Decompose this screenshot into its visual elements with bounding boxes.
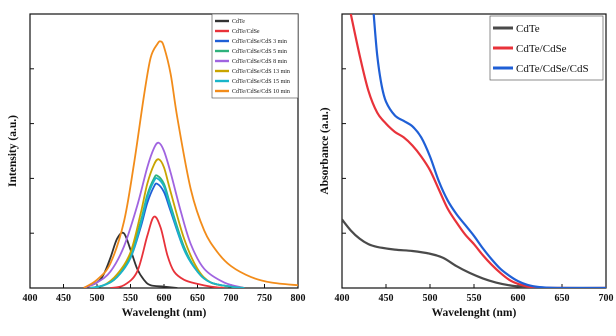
legend-label: CdTe [232,19,245,25]
legend-label: CdTe/CdSe [232,29,260,35]
x-tick-label: 450 [56,293,71,304]
y-axis-title: Absorbance (a.u.) [319,107,331,194]
x-tick-label: 700 [599,293,614,304]
series-line-cdte-cdse-cds-15-min [90,177,245,288]
x-tick-label: 400 [23,293,38,304]
series-line-cdte-cdse [110,215,225,288]
legend-box [211,13,299,99]
series-line-cdte [342,218,606,288]
series-line-cdte-cdse [349,14,606,288]
x-tick-label: 550 [467,293,482,304]
series-line-cdte-cdse-cds [372,14,606,288]
legend-label: CdTe/CdSe/CdS 3 min [232,39,287,45]
pl-spectrum-chart: 400 450 500 550 600 650 700 750 800 Wavelenght (n… [7,13,306,319]
x-tick-label: 650 [190,293,205,304]
x-tick-label: 600 [511,293,526,304]
series-line-cdte-cdse-cds-8-min [83,141,245,288]
absorbance-spectrum-chart: 400 450 500 550 600 650 700 Wavelenght (nm) Abso… [319,13,614,319]
legend: CdTe CdTe/CdSe CdTe/CdSe/CdS 3 min CdTe/CdS… [211,13,299,99]
y-axis-title: Intensity (a.u.) [7,115,19,187]
legend: CdTe CdTe/CdSe CdTe/CdSe/CdS [489,15,604,81]
legend-label: CdTe/CdSe/CdS 8 min [232,59,287,65]
legend-label: CdTe/CdSe/CdS [516,63,589,75]
x-tick-label: 500 [423,293,438,304]
series-line-cdte-cdse-cds-10-min [83,40,298,288]
x-tick-label: 500 [90,293,105,304]
x-tick-label: 700 [224,293,239,304]
legend-label: CdTe [516,23,540,35]
x-tick-label: 550 [123,293,138,304]
x-tick-label: 400 [335,293,350,304]
legend-label: CdTe/CdSe [516,43,567,55]
legend-label: CdTe/CdSe/CdS 10 min [232,89,290,95]
legend-label: CdTe/CdSe/CdS 15 min [232,79,290,85]
x-axis-title: Wavelenght (nm) [432,307,517,319]
x-tick-label: 750 [257,293,272,304]
x-axis-title: Wavelenght (nm) [122,307,207,319]
x-tick-label: 650 [555,293,570,304]
x-tick-label: 450 [379,293,394,304]
x-tick-label: 800 [291,293,306,304]
series-line-cdte-cdse-cds-5-min [90,174,245,288]
x-tick-label: 600 [157,293,172,304]
legend-label: CdTe/CdSe/CdS 5 min [232,49,287,55]
legend-label: CdTe/CdSe/CdS 13 min [232,69,290,75]
